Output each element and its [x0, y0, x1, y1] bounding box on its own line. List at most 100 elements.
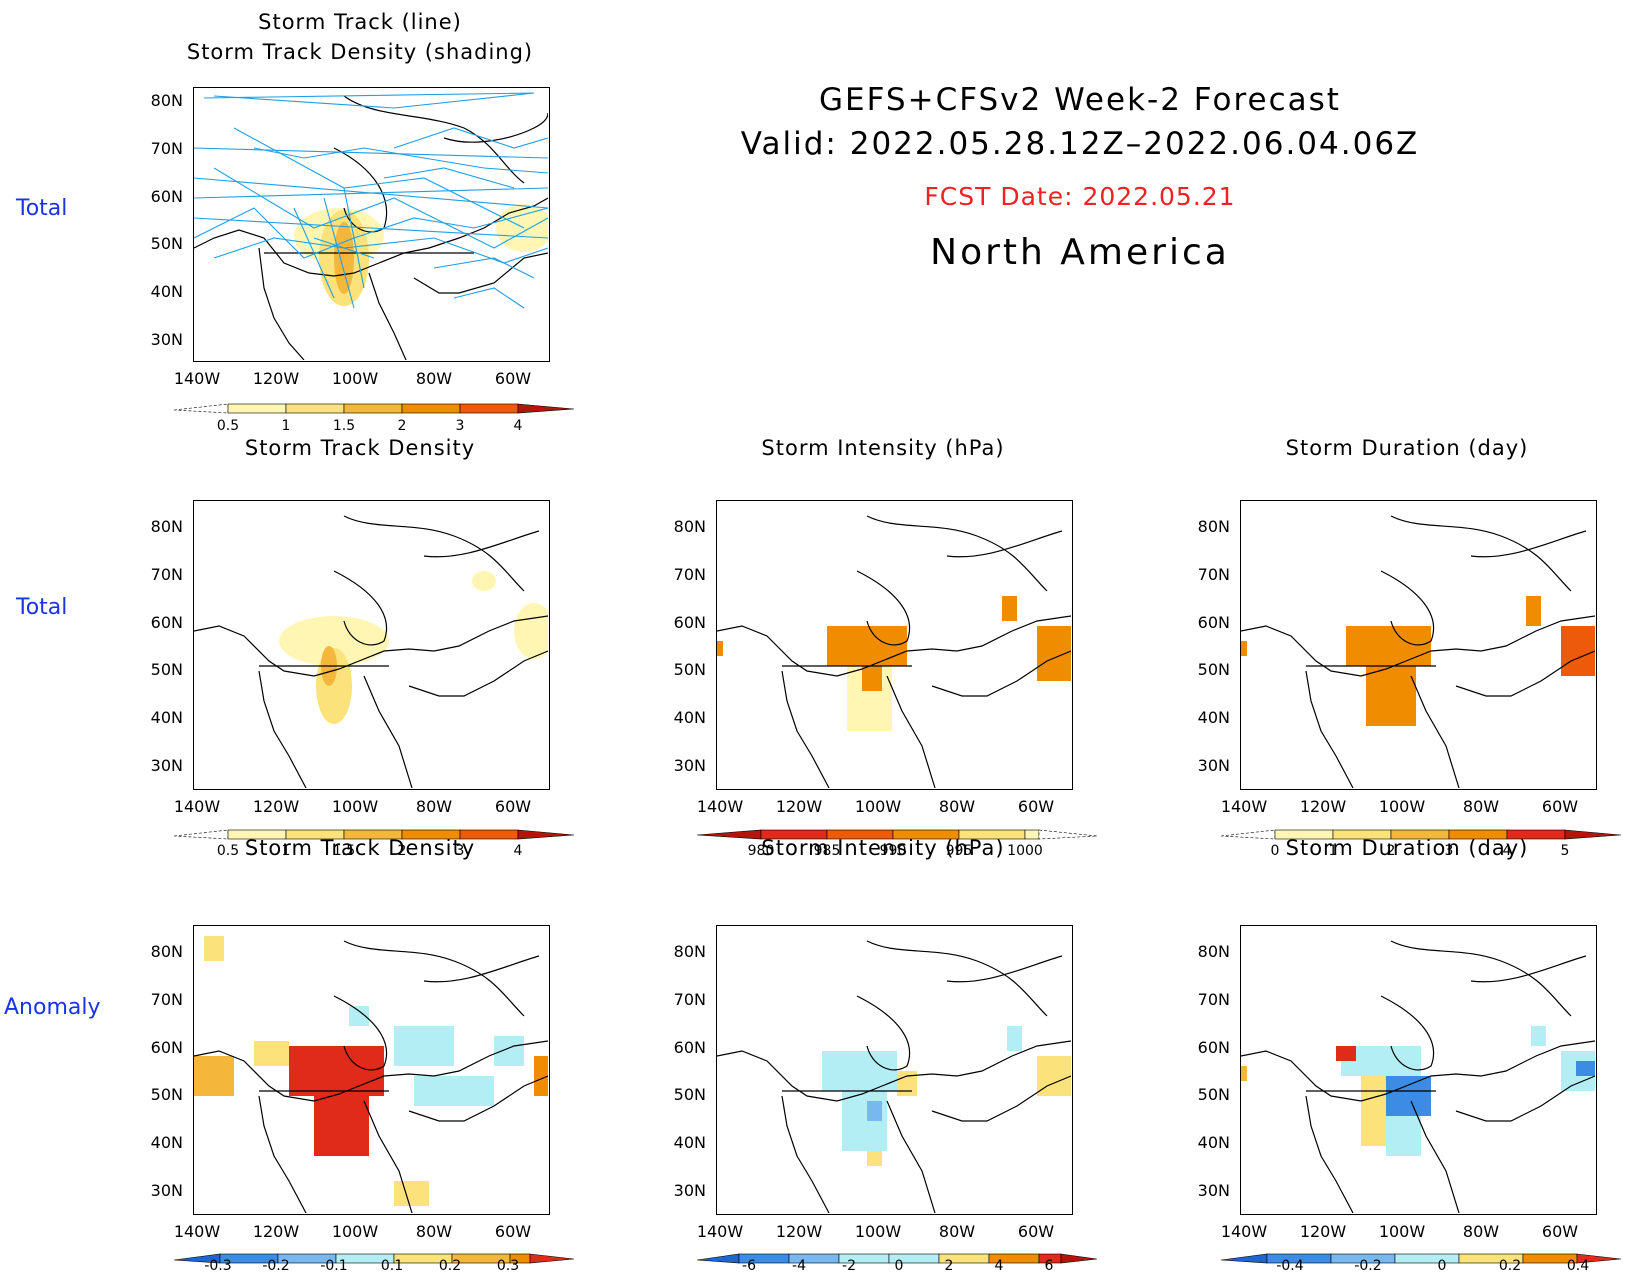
lon-label: 60W: [494, 1222, 532, 1241]
lat-label: 30N: [150, 1181, 183, 1200]
lat-label: 30N: [150, 330, 183, 349]
lat-label: 50N: [1197, 660, 1230, 679]
lat-label: 70N: [150, 565, 183, 584]
colorbar-label: 3: [1444, 843, 1454, 859]
row-label-total-top: Total: [16, 196, 68, 221]
colorbar-label: 1.5: [332, 843, 356, 859]
panel6-colorbar: [1220, 1253, 1622, 1264]
lat-label: 30N: [150, 756, 183, 775]
colorbar-label: -2: [842, 1258, 856, 1274]
lat-label: 70N: [673, 565, 706, 584]
colorbar-label: 0.5: [216, 843, 240, 859]
storm-track-lines: [193, 92, 549, 309]
lon-label: 120W: [252, 369, 300, 388]
panel3-map: [1240, 500, 1597, 790]
row-label-anomaly: Anomaly: [4, 995, 101, 1020]
panel4-title: Storm Track Density: [244, 836, 476, 860]
density-shading: [294, 204, 552, 306]
lat-label: 80N: [150, 942, 183, 961]
lon-label: 60W: [494, 797, 532, 816]
colorbar-label: 1000: [1007, 843, 1043, 859]
panel1-title: Storm Track Density: [244, 436, 476, 460]
lon-label: 140W: [173, 369, 221, 388]
colorbar-label: 2: [1386, 843, 1396, 859]
lat-label: 40N: [673, 1133, 706, 1152]
lon-label: 120W: [775, 797, 823, 816]
panel2-map: [716, 500, 1073, 790]
colorbar-label: 1: [281, 418, 291, 434]
lat-label: 70N: [1197, 990, 1230, 1009]
lat-label: 60N: [673, 613, 706, 632]
panel1-map-canvas: [193, 515, 554, 789]
lat-label: 60N: [1197, 613, 1230, 632]
lon-label: 120W: [775, 1222, 823, 1241]
panel0-colorbar: [173, 403, 575, 414]
panel3-colorbar: [1220, 829, 1622, 840]
duration-shading: [1241, 596, 1595, 726]
lon-label: 80W: [1462, 1222, 1500, 1241]
panel5-title: Storm Intensity (hPa): [761, 836, 1005, 860]
lat-label: 30N: [673, 1181, 706, 1200]
lat-label: 40N: [1197, 1133, 1230, 1152]
panel0-title-shading: Storm Track Density (shading): [186, 40, 534, 64]
lat-label: 70N: [673, 990, 706, 1009]
lat-label: 30N: [1197, 1181, 1230, 1200]
panel3-map-canvas: [1240, 515, 1596, 789]
panel5-map: [716, 925, 1073, 1215]
forecast-title: GEFS+CFSv2 Week-2 Forecast: [819, 82, 1341, 118]
lat-label: 80N: [673, 517, 706, 536]
lat-label: 50N: [673, 660, 706, 679]
lat-label: 50N: [150, 1085, 183, 1104]
lon-label: 140W: [696, 797, 744, 816]
colorbar-label: 5: [1560, 843, 1570, 859]
lat-label: 80N: [150, 517, 183, 536]
lon-label: 60W: [1541, 1222, 1579, 1241]
lat-label: 80N: [1197, 517, 1230, 536]
colorbar-label: 980: [747, 843, 775, 859]
lon-label: 60W: [494, 369, 532, 388]
lat-label: 40N: [150, 708, 183, 727]
lon-label: 60W: [1541, 797, 1579, 816]
lat-label: 60N: [150, 1038, 183, 1057]
lat-label: 50N: [673, 1085, 706, 1104]
lat-label: 40N: [1197, 708, 1230, 727]
colorbar-label: 0.2: [1498, 1258, 1522, 1274]
colorbar-label: 0.3: [496, 1258, 520, 1274]
lat-label: 80N: [673, 942, 706, 961]
panel1-map: [193, 500, 554, 790]
colorbar-label: 3: [455, 418, 465, 434]
lon-label: 100W: [854, 797, 902, 816]
colorbar-label: 4: [1502, 843, 1512, 859]
colorbar-label: 0.1: [380, 1258, 404, 1274]
lon-label: 100W: [331, 369, 379, 388]
lat-label: 50N: [1197, 1085, 1230, 1104]
lat-label: 60N: [150, 187, 183, 206]
lat-label: 50N: [150, 234, 183, 253]
row-label-total-middle: Total: [16, 595, 68, 620]
lon-label: 80W: [938, 1222, 976, 1241]
colorbar-label: -0.4: [1276, 1258, 1304, 1274]
panel5-map-canvas: [716, 940, 1072, 1214]
colorbar-label: -0.3: [204, 1258, 232, 1274]
lat-label: 40N: [673, 708, 706, 727]
valid-period: Valid: 2022.05.28.12Z–2022.06.04.06Z: [740, 126, 1420, 162]
panel3-title: Storm Duration (day): [1285, 436, 1529, 460]
lon-label: 100W: [854, 1222, 902, 1241]
lon-label: 140W: [173, 1222, 221, 1241]
lon-label: 80W: [415, 369, 453, 388]
lon-label: 140W: [1220, 797, 1268, 816]
lat-label: 80N: [1197, 942, 1230, 961]
colorbar-label: -0.1: [320, 1258, 348, 1274]
coastline: [1240, 940, 1596, 1214]
colorbar-label: 1: [281, 843, 291, 859]
lat-label: 70N: [150, 139, 183, 158]
colorbar-label: 3: [455, 843, 465, 859]
lat-label: 50N: [150, 660, 183, 679]
colorbar-label: 0: [1437, 1258, 1447, 1274]
lon-label: 100W: [1378, 797, 1426, 816]
colorbar-label: 2: [944, 1258, 954, 1274]
lat-label: 40N: [150, 1133, 183, 1152]
colorbar-label: -6: [742, 1258, 756, 1274]
region-name: North America: [930, 232, 1230, 273]
colorbar-label: 0.4: [1566, 1258, 1590, 1274]
